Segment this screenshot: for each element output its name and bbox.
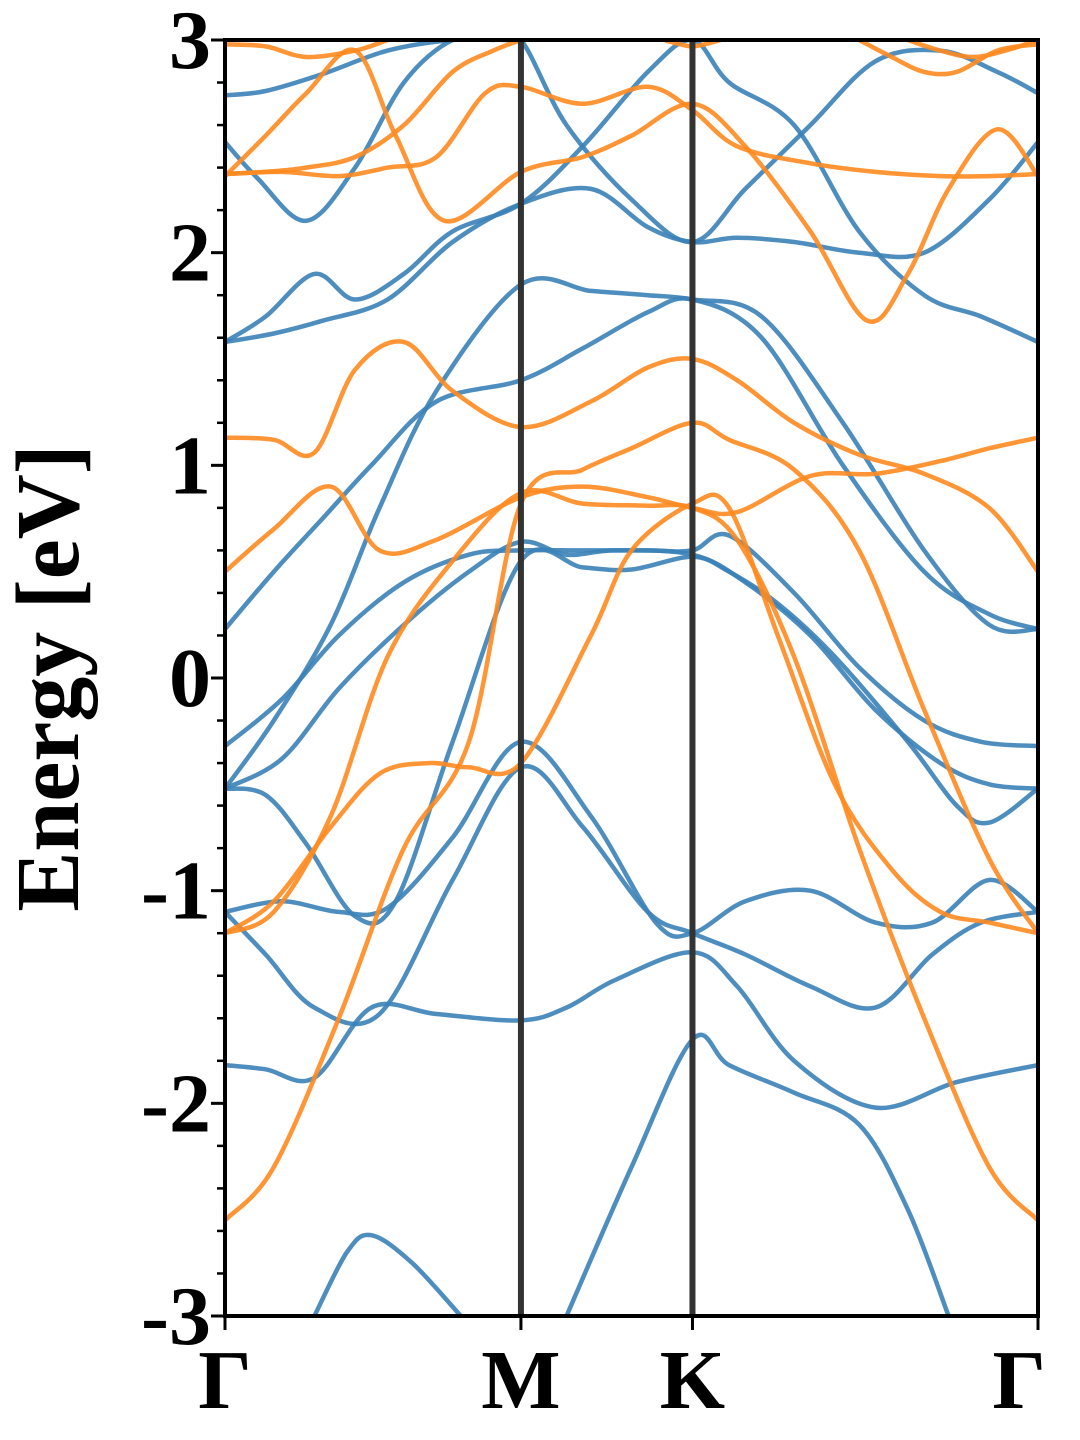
band-line-15 xyxy=(225,487,1038,1223)
band-line-2 xyxy=(225,739,1038,939)
band-line-3 xyxy=(225,547,1038,926)
band-line-6 xyxy=(225,296,1038,632)
band-line-10 xyxy=(225,40,1038,245)
band-line-14 xyxy=(225,420,1038,1223)
x-tick-label-M: M xyxy=(481,1334,560,1427)
band-line-25 xyxy=(905,40,1038,60)
y-tick-label: 1 xyxy=(169,419,211,512)
band-line-8 xyxy=(225,40,1038,345)
band-line-13 xyxy=(564,1032,951,1316)
band-line-18 xyxy=(225,339,1038,574)
y-axis-ticks: 3 2 1 0 -1 -2 -3 xyxy=(141,0,225,1363)
x-tick-label-K: K xyxy=(660,1334,725,1427)
x-tick-label-Γ: Γ xyxy=(993,1334,1046,1427)
band-line-9 xyxy=(225,139,1038,345)
band-line-16 xyxy=(225,492,1038,936)
band-line-11 xyxy=(225,40,512,98)
y-tick-label: -3 xyxy=(141,1270,211,1363)
band-line-12 xyxy=(312,1232,464,1316)
band-line-22 xyxy=(225,40,390,60)
band-line-7 xyxy=(225,276,1038,791)
x-tick-label-Γ: Γ xyxy=(198,1334,251,1427)
y-tick-label: 2 xyxy=(169,207,211,300)
y-tick-label: -2 xyxy=(141,1057,211,1150)
band-line-0 xyxy=(225,950,1038,1111)
band-line-21 xyxy=(225,40,524,177)
band-line-1 xyxy=(225,763,1038,1027)
y-axis-label: Energy [eV] xyxy=(0,444,98,911)
band-lines xyxy=(225,40,1038,1316)
y-tick-label: -1 xyxy=(141,845,211,938)
band-line-20 xyxy=(225,82,1038,179)
band-line-5 xyxy=(225,531,1038,749)
y-tick-label: 3 xyxy=(169,0,211,87)
y-tick-label: 0 xyxy=(169,632,211,725)
high-symmetry-lines xyxy=(517,40,696,1316)
